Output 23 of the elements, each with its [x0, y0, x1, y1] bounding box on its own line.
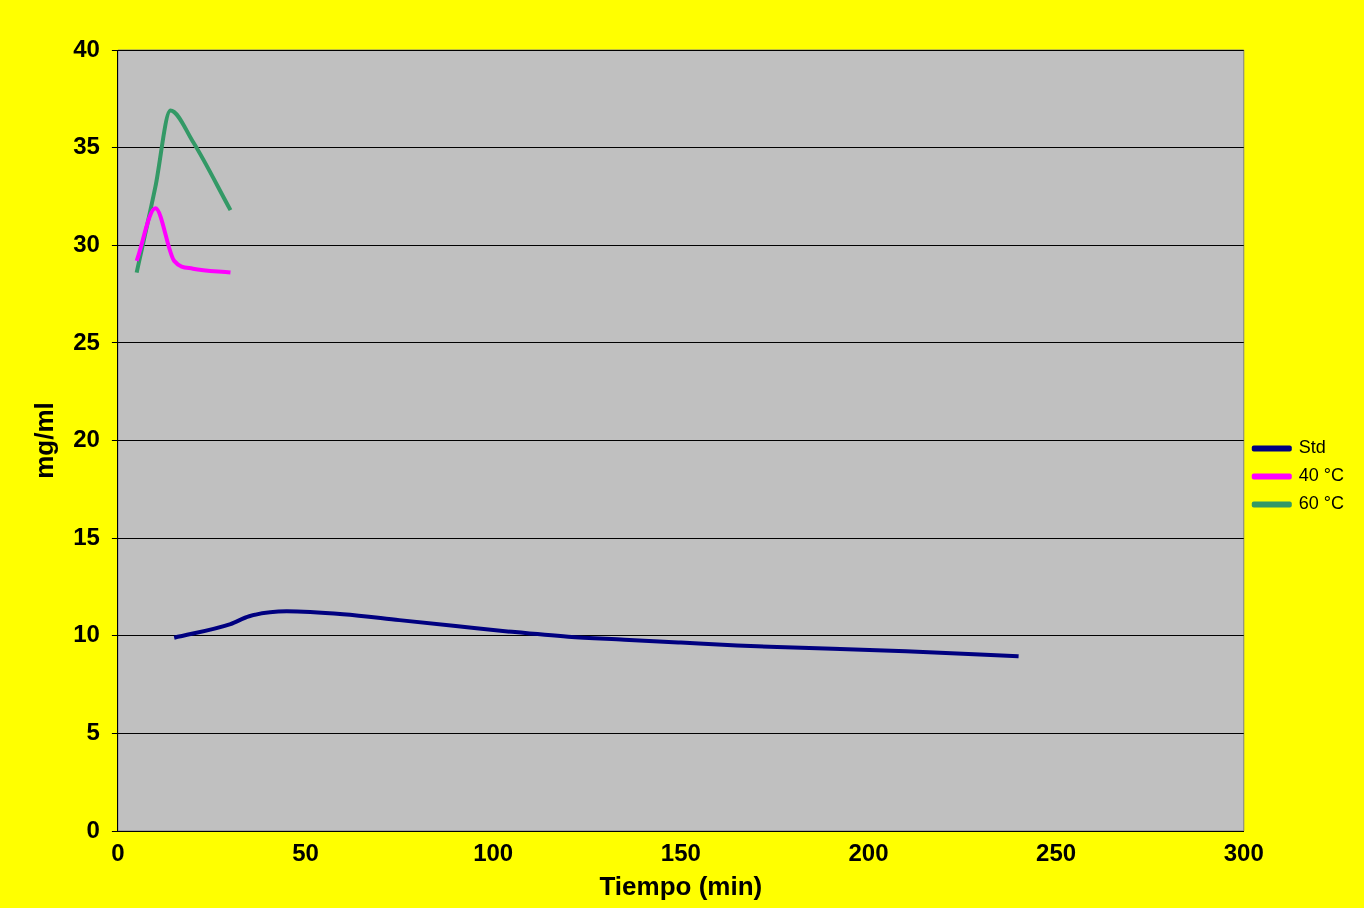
line-series	[172, 609, 1021, 659]
y-axis-title: mg/ml	[28, 402, 59, 479]
x-tick-label: 100	[473, 839, 514, 867]
x-tick-label: 0	[111, 839, 125, 867]
y-tick-label: 30	[73, 229, 100, 257]
y-tick-label: 35	[73, 132, 100, 160]
x-tick-label: 200	[848, 839, 889, 867]
y-tick-label: 40	[73, 34, 100, 62]
legend-label: 60 °C	[1298, 493, 1345, 514]
legend-label: 40 °C	[1298, 465, 1345, 486]
x-axis-title: Tiempo (min)	[599, 870, 763, 901]
y-tick-label: 5	[86, 718, 100, 745]
x-tick-label: 250	[1036, 839, 1077, 867]
x-tick-label: 150	[660, 839, 701, 867]
y-tick-label: 20	[73, 425, 100, 453]
x-tick-label: 300	[1223, 839, 1264, 867]
legend-label: Std	[1298, 437, 1326, 458]
y-tick-label: 15	[73, 522, 100, 550]
y-tick-label: 0	[86, 815, 100, 843]
y-tick-label: 25	[73, 327, 100, 355]
x-tick-label: 50	[292, 839, 319, 867]
y-tick-label: 10	[73, 620, 100, 648]
line-series	[134, 206, 233, 275]
